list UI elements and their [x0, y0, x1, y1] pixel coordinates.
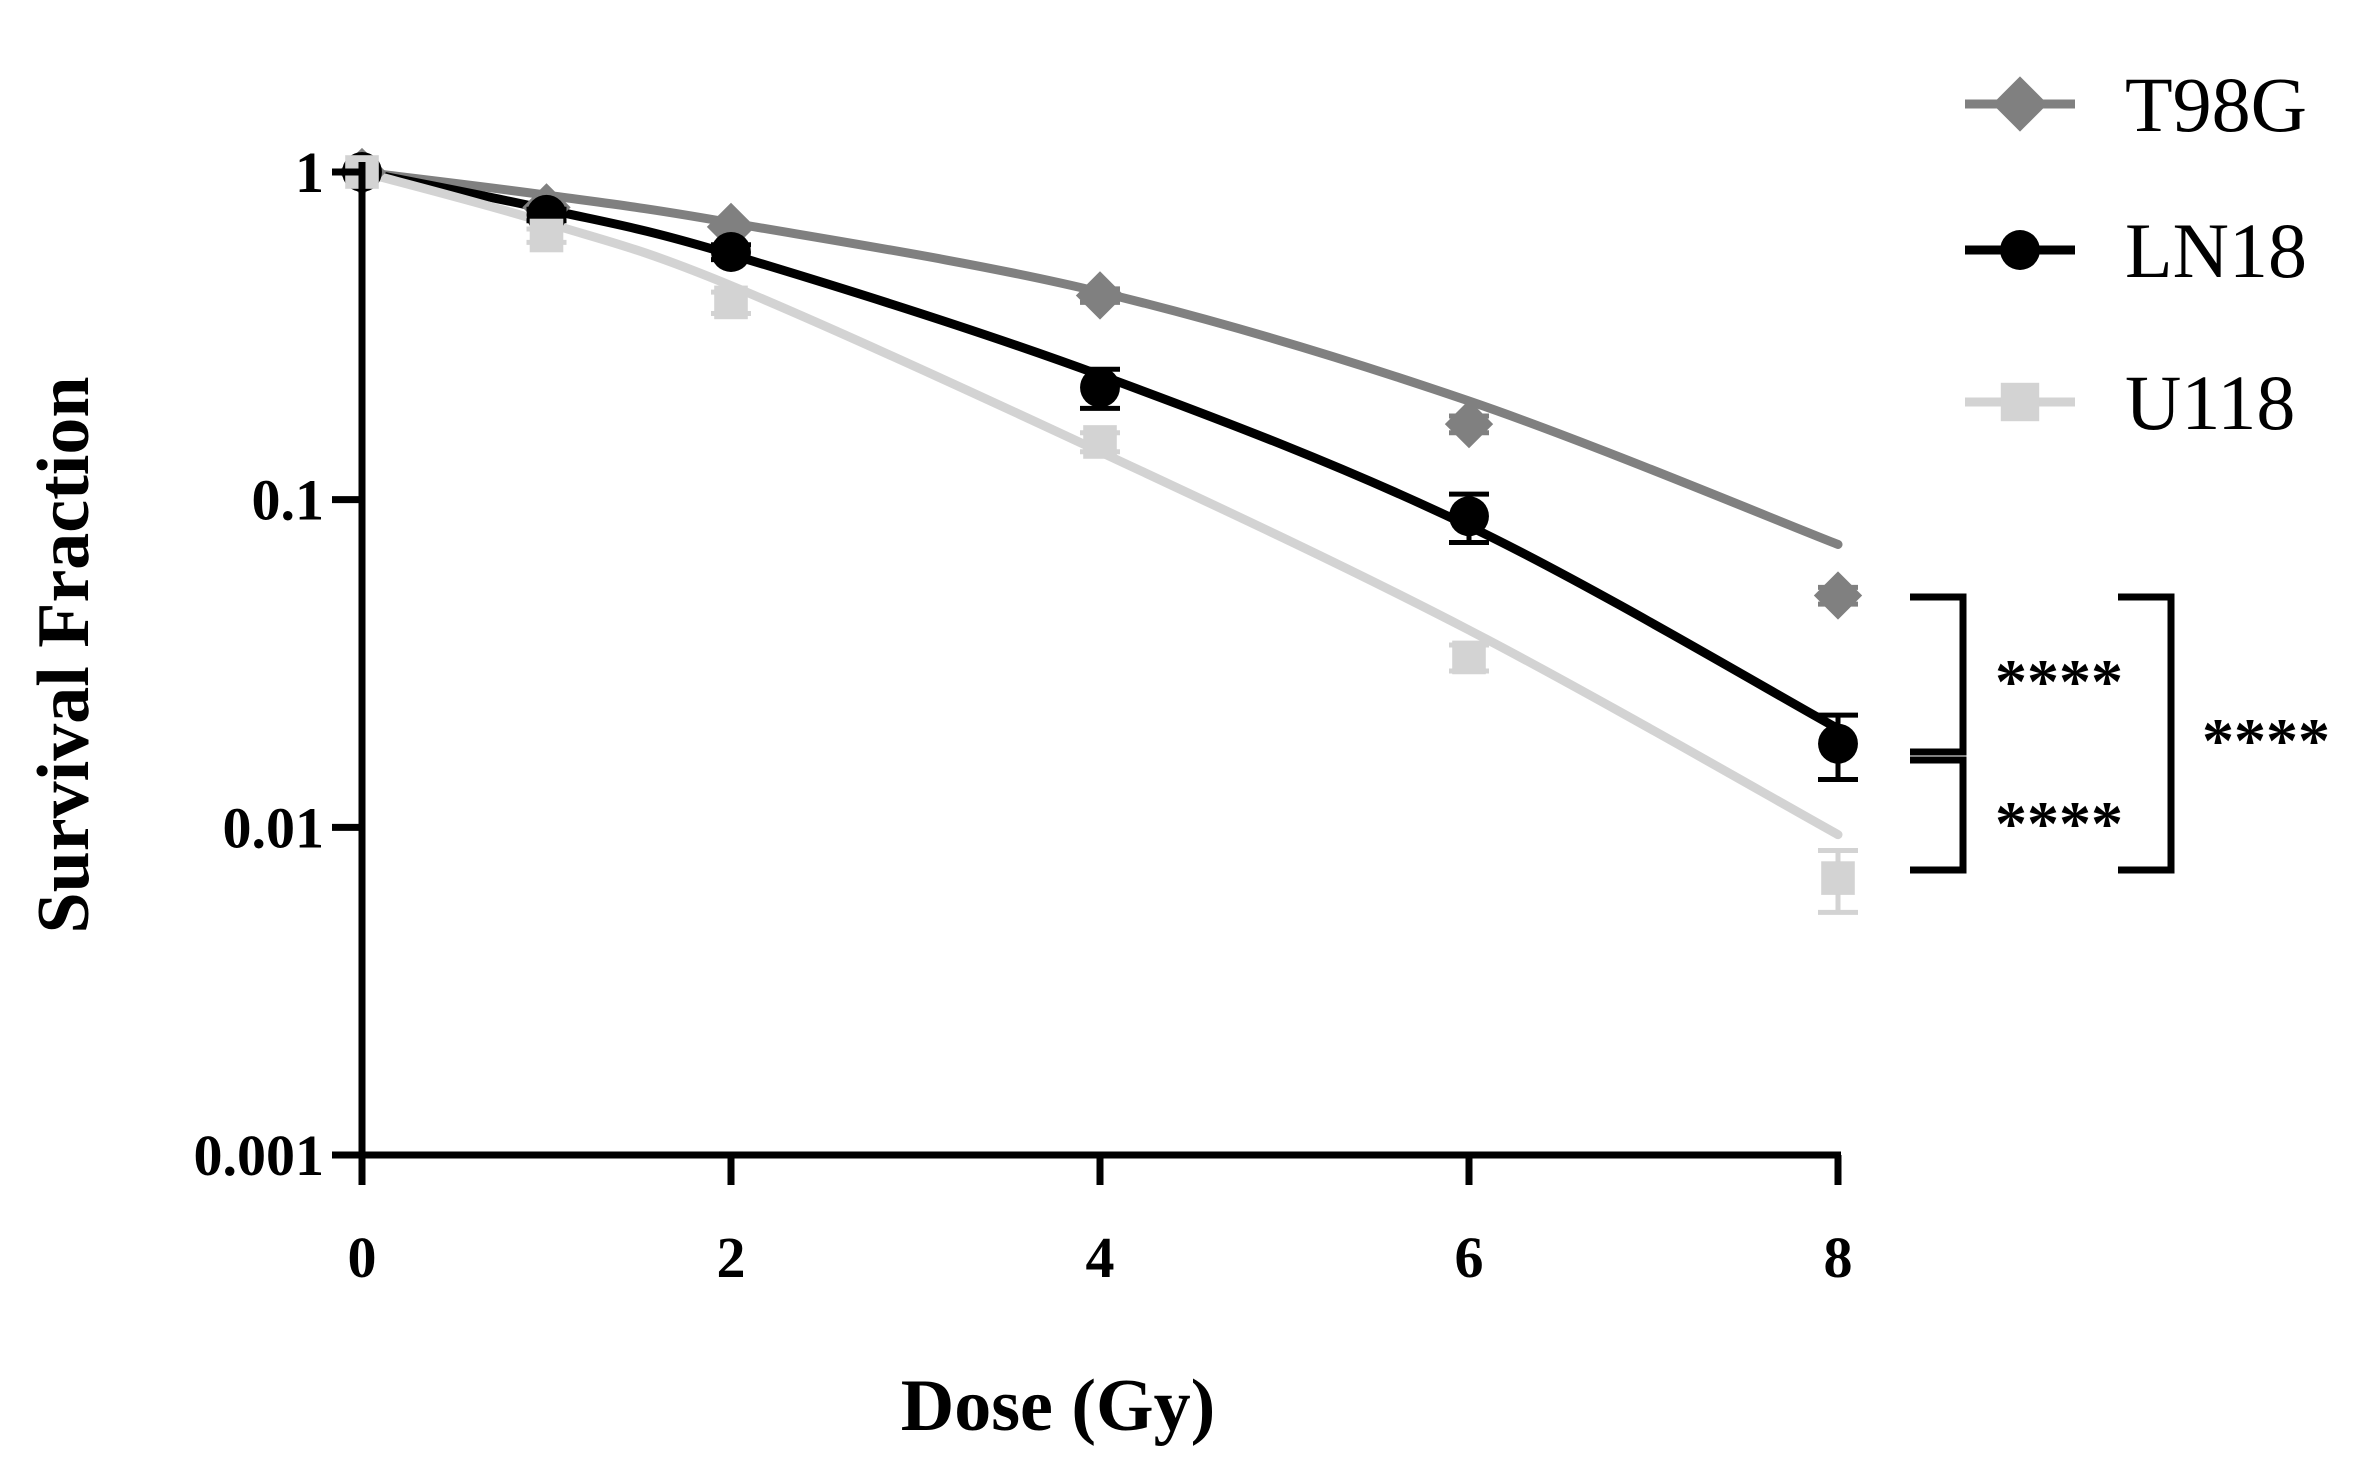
data-point-t98g [1813, 571, 1863, 620]
x-tick-label: 0 [348, 1225, 377, 1290]
significance-brackets: **** **** **** [1910, 593, 2330, 874]
bracket-ln18-u118 [1910, 756, 1967, 874]
data-point-u118 [714, 285, 748, 320]
data-point-ln18 [1080, 367, 1120, 408]
bracket-t98g-u118 [2118, 593, 2175, 874]
x-axis-title: Dose (Gy) [901, 1365, 1215, 1447]
x-tick-label: 2 [717, 1225, 746, 1290]
data-point-u118 [1452, 640, 1486, 675]
legend: T98G LN18 U118 [1965, 61, 2307, 446]
data-points [337, 147, 1863, 915]
x-tick-label: 8 [1824, 1225, 1853, 1290]
y-tick-label: 0.1 [252, 468, 325, 533]
legend-marker-ln18 [2000, 230, 2040, 270]
y-tick-label: 1 [295, 140, 324, 205]
significance-label: **** [2202, 705, 2330, 776]
legend-marker-t98g [1992, 76, 2048, 132]
legend-marker-u118 [2000, 382, 2040, 422]
data-point-u118 [1821, 861, 1855, 895]
fit-curve-t98g [357, 167, 1843, 549]
data-point-t98g [1444, 400, 1494, 449]
legend-label-ln18: LN18 [2125, 207, 2307, 294]
data-point-t98g [1075, 271, 1125, 320]
significance-label: **** [1995, 646, 2123, 717]
bracket-t98g-ln18 [1910, 593, 1967, 756]
significance-label: **** [1995, 788, 2123, 859]
data-point-t98g [706, 202, 756, 252]
x-tick-label: 6 [1455, 1225, 1484, 1290]
data-point-ln18 [1449, 496, 1489, 537]
y-tick-label: 0.001 [194, 1123, 325, 1188]
y-tick-label: 0.01 [223, 795, 325, 860]
axes: 1 0.1 0.01 0.001 0 2 4 6 8 [194, 140, 1853, 1290]
legend-label-t98g: T98G [2125, 61, 2307, 148]
legend-label-u118: U118 [2125, 359, 2295, 446]
data-point-ln18 [1818, 723, 1858, 764]
data-point-u118 [1083, 425, 1117, 459]
data-point-u118 [529, 218, 564, 253]
data-point-ln18 [711, 232, 751, 272]
y-axis-title: Survival Fraction [23, 376, 105, 933]
x-tick-label: 4 [1086, 1225, 1115, 1290]
